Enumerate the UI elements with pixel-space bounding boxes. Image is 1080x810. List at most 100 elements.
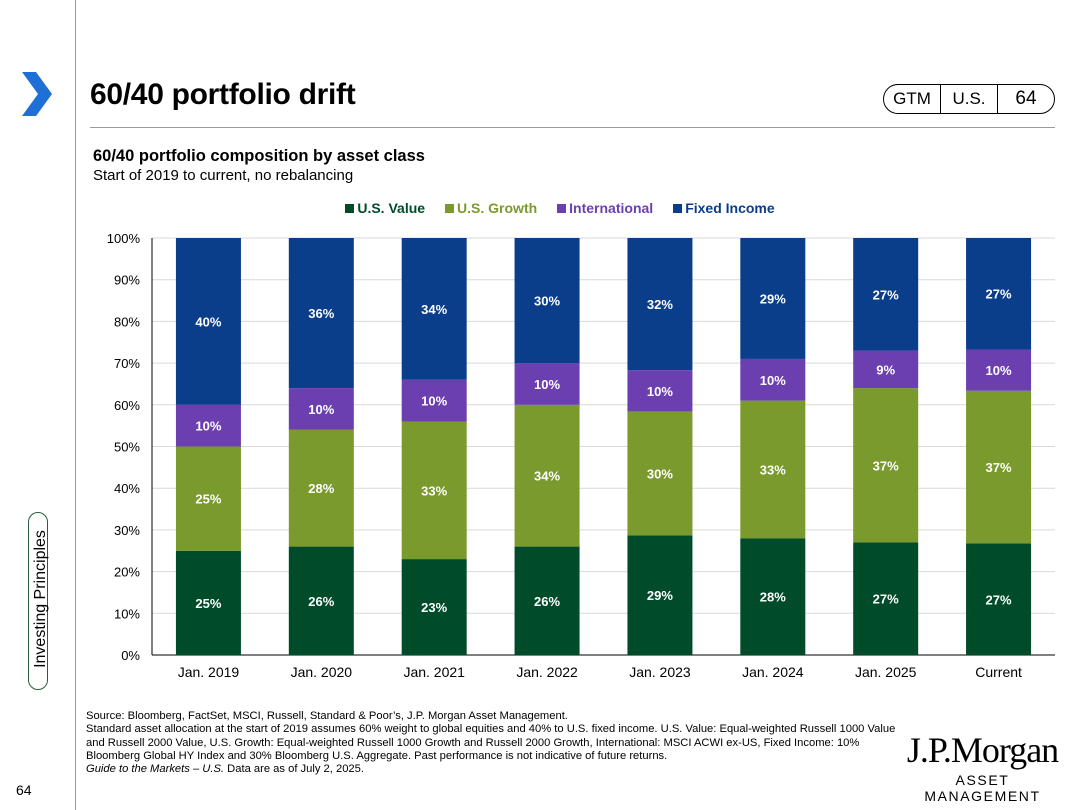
bar-segment: [288, 388, 354, 430]
data-label: 29%: [647, 588, 673, 603]
bar-segment: [740, 400, 806, 539]
data-label: 37%: [986, 460, 1012, 475]
data-label: 10%: [195, 419, 221, 434]
bar-segment: [514, 546, 580, 655]
legend-label: Fixed Income: [685, 200, 775, 216]
data-label: 32%: [647, 297, 673, 312]
legend-label: International: [569, 200, 654, 216]
bar-segment: [740, 358, 806, 401]
y-tick-label: 60%: [114, 398, 140, 413]
bar-segment: [401, 421, 467, 560]
data-label: 23%: [421, 600, 447, 615]
data-label: 10%: [647, 384, 673, 399]
gtm-badge: GTM U.S. 64: [883, 84, 1055, 114]
bar-segment: [966, 349, 1032, 391]
y-tick-label: 100%: [107, 231, 141, 246]
bar-segment: [175, 404, 241, 447]
bar-segment: [627, 535, 693, 655]
y-tick-label: 20%: [114, 565, 140, 580]
data-label: 10%: [421, 394, 447, 409]
footnote-methodology: Standard asset allocation at the start o…: [86, 723, 896, 762]
page-title: 60/40 portfolio drift: [90, 78, 356, 111]
chevron-right-icon: [22, 72, 52, 116]
x-tick-label: Jan. 2021: [403, 664, 465, 680]
data-label: 26%: [534, 594, 560, 609]
x-tick-label: Jan. 2025: [855, 664, 917, 680]
bar-segment: [288, 429, 354, 547]
data-label: 30%: [647, 466, 673, 481]
chart-legend: U.S. Value U.S. Growth International Fix…: [0, 200, 1080, 216]
data-label: 27%: [873, 592, 899, 607]
bar-segment: [401, 379, 467, 422]
data-label: 34%: [534, 469, 560, 484]
left-divider: [75, 0, 76, 810]
legend-item-us-growth: U.S. Growth: [445, 200, 537, 216]
bar-segment: [853, 388, 919, 543]
y-tick-label: 40%: [114, 481, 140, 496]
y-tick-label: 30%: [114, 523, 140, 538]
data-label: 29%: [760, 291, 786, 306]
logo-brand: J.P.Morgan: [906, 730, 1059, 770]
y-tick-label: 0%: [121, 648, 140, 663]
legend-swatch: [673, 203, 683, 213]
gtm-label: GTM: [893, 89, 931, 108]
bar-segment: [627, 238, 693, 371]
bar-segment: [175, 550, 241, 655]
y-tick-label: 10%: [114, 606, 140, 621]
x-tick-label: Jan. 2020: [291, 664, 353, 680]
data-label: 27%: [986, 287, 1012, 302]
data-label: 9%: [876, 362, 895, 377]
bar-segment: [627, 411, 693, 536]
bar-segment: [853, 542, 919, 655]
data-label: 30%: [534, 294, 560, 309]
data-label: 27%: [873, 287, 899, 302]
bar-segment: [740, 238, 806, 359]
y-tick-label: 50%: [114, 440, 140, 455]
bar-segment: [627, 370, 693, 412]
legend-swatch: [557, 203, 567, 213]
bar-segment: [514, 404, 580, 547]
data-label: 33%: [421, 483, 447, 498]
chart-subtitle: Start of 2019 to current, no rebalancing: [93, 167, 354, 184]
footnote-guide-title: Guide to the Markets – U.S.: [86, 763, 225, 776]
data-label: 28%: [760, 590, 786, 605]
data-label: 26%: [308, 594, 334, 609]
legend-swatch: [345, 203, 355, 213]
footnote: Source: Bloomberg, FactSet, MSCI, Russel…: [86, 710, 901, 776]
x-tick-label: Jan. 2019: [178, 664, 240, 680]
bar-segment: [966, 390, 1032, 544]
footnote-date-text: Data are as of July 2, 2025.: [224, 763, 364, 776]
bar-segment: [288, 238, 354, 389]
data-label: 10%: [986, 363, 1012, 378]
bar-segment: [740, 538, 806, 655]
bar-segment: [175, 238, 241, 405]
bar-segment: [175, 446, 241, 551]
jpmorgan-logo: J.P.Morgan ASSET MANAGEMENT: [905, 730, 1060, 804]
legend-swatch: [445, 203, 455, 213]
data-label: 27%: [986, 592, 1012, 607]
x-tick-label: Jan. 2022: [516, 664, 578, 680]
bar-segment: [853, 238, 919, 351]
legend-item-fixed-income: Fixed Income: [673, 200, 775, 216]
bar-segment: [401, 559, 467, 655]
data-label: 40%: [195, 314, 221, 329]
data-label: 36%: [308, 306, 334, 321]
data-label: 28%: [308, 481, 334, 496]
footnote-source: Source: Bloomberg, FactSet, MSCI, Russel…: [86, 710, 568, 722]
data-label: 33%: [760, 462, 786, 477]
legend-label: U.S. Growth: [457, 200, 538, 216]
section-tab: [28, 512, 48, 690]
bar-segment: [401, 238, 467, 380]
logo-subtitle: ASSET MANAGEMENT: [924, 772, 1041, 804]
y-tick-label: 80%: [114, 314, 140, 329]
data-label: 37%: [873, 458, 899, 473]
x-tick-label: Jan. 2023: [629, 664, 691, 680]
bar-segment: [288, 546, 354, 655]
y-tick-label: 90%: [114, 273, 140, 288]
data-label: 25%: [195, 596, 221, 611]
bar-segment: [853, 350, 919, 389]
x-tick-label: Jan. 2024: [742, 664, 804, 680]
y-tick-label: 70%: [114, 356, 140, 371]
data-label: 10%: [308, 402, 334, 417]
header-rule: [90, 127, 1055, 128]
